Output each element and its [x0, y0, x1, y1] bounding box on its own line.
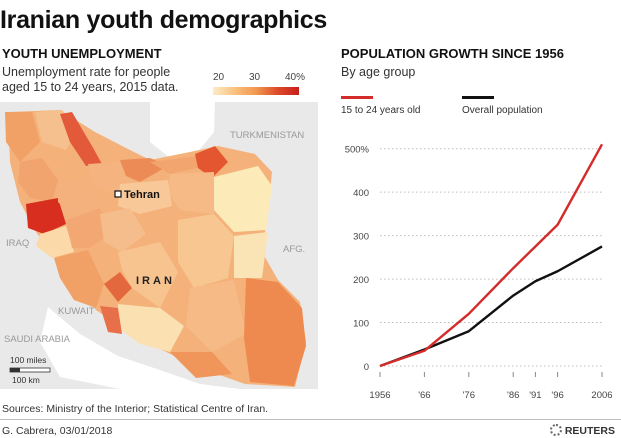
legend-youth-label: 15 to 24 years old [341, 105, 421, 116]
afghanistan-label: AFG. [283, 244, 305, 255]
province-kurdistan [18, 158, 58, 202]
iran-label: IRAN [136, 275, 175, 287]
province-tehran-region [118, 180, 172, 214]
y-tick-label: 500% [345, 145, 370, 156]
province-sistan-baluchestan [244, 278, 306, 386]
province-yazd [178, 214, 234, 288]
y-tick-label: 200 [353, 275, 369, 286]
province-ilam [36, 226, 74, 258]
province-north-khorasan [195, 146, 228, 178]
province-fars [118, 304, 184, 352]
reuters-logo: REUTERS [549, 424, 615, 437]
unemployment-subtitle-line2: aged 15 to 24 years, 2015 data. [2, 80, 179, 94]
province-kerman [186, 280, 246, 352]
x-tick-label: 2006 [591, 390, 612, 401]
x-tick-label: 1956 [369, 390, 390, 401]
scalebar-fill [10, 368, 20, 372]
province-kohgiluyeh [104, 272, 132, 302]
x-tick-label: '91 [529, 390, 541, 401]
series-line-youth [379, 143, 604, 368]
province-west-azerbaijan [5, 112, 40, 162]
tehran-label: Tehran [124, 189, 160, 201]
tehran-marker [114, 190, 122, 198]
legend-overall-swatch [462, 96, 494, 99]
province-razavi-khorasan [210, 166, 272, 232]
unemployment-subtitle-line1: Unemployment rate for people [2, 65, 171, 79]
sources-note: Sources: Ministry of the Interior; Stati… [2, 403, 269, 415]
saudi-arabia-label: SAUDI ARABIA [4, 334, 71, 345]
scalebar-miles-label: 100 miles [10, 355, 46, 365]
scale-label-40: 40% [285, 72, 306, 83]
reuters-dots-icon [549, 424, 562, 436]
x-tick-label: '96 [551, 390, 563, 401]
province-isfahan [118, 242, 178, 308]
province-markazi [100, 208, 146, 252]
x-tick-label: '66 [418, 390, 430, 401]
caspian-sea [150, 102, 215, 158]
province-lorestan [66, 208, 112, 248]
x-tick-label: '86 [507, 390, 519, 401]
legend-youth-swatch [341, 96, 373, 99]
unemployment-color-scale: 20 30 40% [213, 72, 306, 96]
turkmenistan-label: TURKMENISTAN [230, 130, 304, 141]
legend-overall: Overall population [462, 96, 543, 116]
legend-youth: 15 to 24 years old [341, 96, 421, 116]
province-semnan [168, 172, 214, 214]
iran-province-map: Tehran IRAN TURKMENISTAN AFG. IRAQ KUWAI… [0, 102, 318, 389]
province-kermanshah [26, 198, 66, 234]
y-tick-label: 100 [353, 319, 369, 330]
persian-gulf [40, 307, 240, 389]
series-line-overall [379, 245, 603, 368]
province-hamadan [58, 180, 98, 214]
legend-overall-label: Overall population [462, 105, 543, 116]
population-heading: POPULATION GROWTH SINCE 1956 [341, 46, 564, 61]
scale-gradient-bar [213, 87, 299, 95]
page-title: Iranian youth demographics [0, 6, 327, 34]
x-tick-label: '76 [463, 390, 475, 401]
reuters-brand: REUTERS [564, 425, 615, 437]
y-tick-label: 400 [353, 188, 369, 199]
kuwait-label: KUWAIT [58, 306, 95, 317]
iraq-label: IRAQ [6, 238, 29, 249]
scalebar-km-label: 100 km [12, 375, 40, 385]
y-tick-label: 300 [353, 232, 369, 243]
province-bushehr [100, 306, 122, 334]
province-khuzestan [54, 250, 104, 308]
province-south-khorasan [234, 232, 268, 278]
population-subtitle: By age group [341, 65, 416, 79]
unemployment-heading: YOUTH UNEMPLOYMENT [2, 46, 162, 61]
credit-note: G. Cabrera, 03/01/2018 [2, 425, 113, 437]
scale-label-30: 30 [249, 72, 261, 83]
footer-divider [0, 419, 621, 420]
province-hormozgan [170, 352, 232, 378]
scale-label-20: 20 [213, 72, 225, 83]
province-ardabil [60, 112, 102, 166]
population-growth-chart: 0 100 200 300 400 500% 1956 '66 '76 '86 '91 '96 2006 [345, 143, 613, 401]
y-tick-label: 0 [364, 362, 369, 373]
